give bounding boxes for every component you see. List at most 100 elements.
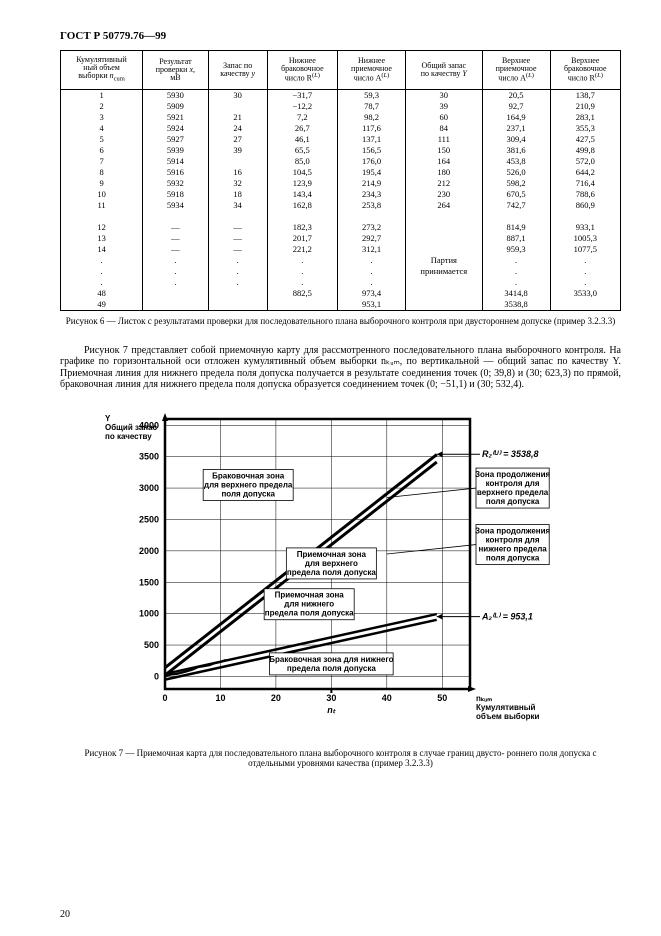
table-cell: 210,9 [550,101,620,112]
table-cell: . [482,266,550,277]
svg-text:для нижнего: для нижнего [284,600,334,609]
table-row: 13——201,7292,7887,11005,3 [61,233,621,244]
svg-text:Общий запас: Общий запас [105,423,158,432]
table-cell: . [338,277,406,288]
table-cell: 26,7 [267,123,337,134]
table-cell: 176,0 [338,156,406,167]
table-cell: . [482,277,550,288]
table-cell: 60 [405,112,482,123]
table-cell: 214,9 [338,178,406,189]
table-cell: 237,1 [482,123,550,134]
table-cell: 11 [61,200,143,211]
table-row: .....Партия.. [61,255,621,266]
table-cell: 2 [61,101,143,112]
table-cell: 264 [405,200,482,211]
col-RL: Нижнеебраковочноечисло R(L) [267,51,337,90]
table-cell: 283,1 [550,112,620,123]
table-cell: 84 [405,123,482,134]
table-cell: 46,1 [267,134,337,145]
table-cell: 14 [61,244,143,255]
table-cell: 212 [405,178,482,189]
table-cell: — [208,222,267,233]
table-cell: 5932 [143,178,209,189]
table-cell: . [482,255,550,266]
table-cell [208,101,267,112]
table-cell: 742,7 [482,200,550,211]
table-cell: . [61,277,143,288]
table-cell: 973,4 [338,288,406,299]
svg-text:R₂⁽ᵁ⁾ = 3538,8: R₂⁽ᵁ⁾ = 3538,8 [482,449,538,459]
svg-text:объем выборки: объем выборки [476,712,540,721]
table-cell [208,299,267,311]
figure7-caption: Рисунок 7 — Приемочная карта для последо… [60,749,621,769]
table-cell: 27 [208,134,267,145]
svg-text:nₜ: nₜ [327,705,336,715]
table-cell: 143,4 [267,189,337,200]
svg-text:Приемочная зона: Приемочная зона [275,591,345,600]
table-cell: 572,0 [550,156,620,167]
table-cell: 18 [208,189,267,200]
table-cell: 117,6 [338,123,406,134]
table-cell: −12,2 [267,101,337,112]
svg-text:2500: 2500 [139,514,159,524]
table-cell [143,211,209,222]
acceptance-chart: 0102030405005001000150020002500300035004… [90,409,621,739]
table-cell: 253,8 [338,200,406,211]
table-cell: 5927 [143,134,209,145]
table-cell: 111 [405,134,482,145]
table-cell: 887,1 [482,233,550,244]
table-cell: 104,5 [267,167,337,178]
table-cell: . [338,255,406,266]
table-cell [267,211,337,222]
table-cell: 814,9 [482,222,550,233]
svg-text:40: 40 [382,693,392,703]
paragraph-text: Рисунок 7 представляет собой приемочную … [60,345,621,391]
table-cell: 78,7 [338,101,406,112]
table-cell: 5924 [143,123,209,134]
table-cell: 180 [405,167,482,178]
table-cell [143,288,209,299]
table-cell: . [267,277,337,288]
table-cell: 162,8 [267,200,337,211]
table-cell [267,299,337,311]
svg-text:поля допуска: поля допуска [486,553,540,562]
table-cell: 234,3 [338,189,406,200]
svg-text:nₖᵤₘ: nₖᵤₘ [476,694,492,703]
table-row: 14——221,2312,1959,31077,5 [61,244,621,255]
table-header-row: Кумулятивныйный объемвыборки ncum Резуль… [61,51,621,90]
table-cell: 5918 [143,189,209,200]
table-cell: 7,2 [267,112,337,123]
table-cell: 312,1 [338,244,406,255]
table-cell: 9 [61,178,143,189]
table-cell: 34 [208,200,267,211]
table-cell: 499,8 [550,145,620,156]
table-cell: 644,2 [550,167,620,178]
table-cell [208,288,267,299]
table-row: 7591485,0176,0164453,8572,0 [61,156,621,167]
table-cell: . [61,266,143,277]
table-cell: 10 [61,189,143,200]
table-cell: 5939 [143,145,209,156]
table-row: 49953,13538,8 [61,299,621,311]
svg-text:Приемочная зона: Приемочная зона [297,550,367,559]
table-cell: 150 [405,145,482,156]
table-cell: . [208,277,267,288]
table-cell: 48 [61,288,143,299]
table-cell: 12 [61,222,143,233]
table-cell: 3538,8 [482,299,550,311]
table-cell: 526,0 [482,167,550,178]
table-cell: 6 [61,145,143,156]
table-cell [405,277,482,288]
table-cell: 5916 [143,167,209,178]
table-cell: . [143,277,209,288]
table-cell: 5930 [143,90,209,102]
svg-text:предела поля допуска: предела поля допуска [265,609,354,618]
table-row [61,211,621,222]
table-cell: 30 [208,90,267,102]
table-cell: 221,2 [267,244,337,255]
table-cell: . [267,255,337,266]
table-cell: 381,6 [482,145,550,156]
table-cell: . [208,266,267,277]
svg-text:верхнего предела: верхнего предела [477,488,549,497]
table-row: 48882,5973,43414,83533,0 [61,288,621,299]
